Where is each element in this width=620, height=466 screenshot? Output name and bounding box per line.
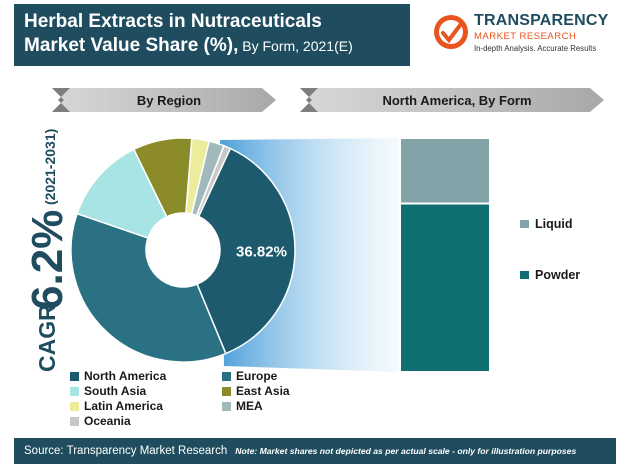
- donut-data-label-north-america: 36.82%: [236, 244, 287, 261]
- legend-label: South Asia: [84, 384, 147, 398]
- donut-chart: [70, 137, 296, 363]
- legend-label: Latin America: [84, 399, 163, 413]
- cagr-value: 6.2%: [23, 210, 72, 310]
- legend-swatch: [222, 371, 231, 381]
- cagr-panel: CAGR 6.2% (2021-2031): [2, 110, 74, 376]
- legend-label: MEA: [236, 399, 263, 413]
- legend-item-oceania: Oceania: [70, 414, 131, 428]
- chart-title-bold: Market Value Share (%),: [24, 35, 239, 56]
- title-banner: Herbal Extracts in Nutraceuticals Market…: [14, 4, 410, 66]
- legend-label: East Asia: [236, 384, 290, 398]
- legend-item-north-america: North America: [70, 369, 166, 383]
- legend-item-mea: MEA: [222, 399, 263, 413]
- logo-name: TRANSPARENCY: [474, 12, 609, 29]
- ribbon-by-region: [52, 88, 276, 112]
- legend-swatch: [222, 401, 231, 411]
- chart-title-line1: Herbal Extracts in Nutraceuticals: [24, 11, 322, 32]
- stack-segment-powder: [399, 202, 491, 373]
- legend-label: Europe: [236, 369, 278, 383]
- logo-mark-icon: [434, 15, 468, 49]
- brand-logo: TRANSPARENCY MARKET RESEARCH In-depth An…: [432, 10, 618, 58]
- legend-label: North America: [84, 369, 167, 383]
- ribbon-north-america-form: [300, 88, 604, 112]
- legend-label: Oceania: [84, 414, 131, 428]
- stack-title: North America, By Form: [382, 92, 532, 108]
- stack-legend-item-liquid: Liquid: [520, 217, 573, 231]
- legend-swatch: [222, 386, 231, 396]
- legend-item-east-asia: East Asia: [222, 384, 290, 398]
- legend-swatch: [70, 401, 79, 411]
- ribbon-label-region-box: By Region: [64, 88, 274, 112]
- legend-item-latin-america: Latin America: [70, 399, 163, 413]
- footer-source: Source: Transparency Market Research: [24, 445, 228, 457]
- stacked-bar: [399, 137, 491, 373]
- legend-label: Liquid: [535, 217, 573, 231]
- legend-swatch: [520, 271, 529, 279]
- legend-swatch: [70, 371, 79, 381]
- logo-subtitle: MARKET RESEARCH: [474, 31, 577, 42]
- footer-note: Note: Market shares not depicted as per …: [235, 446, 577, 456]
- ribbon-label-form-box: North America, By Form: [312, 88, 602, 112]
- stack-legend-item-powder: Powder: [520, 268, 580, 282]
- legend-swatch: [70, 416, 79, 426]
- legend-swatch: [70, 386, 79, 396]
- donut-slice-europe: [70, 212, 227, 363]
- donut-slice-north-america: [196, 147, 296, 355]
- logo-tagline: In-depth Analysis. Accurate Results: [474, 44, 597, 53]
- chart-title-suffix: By Form, 2021(E): [238, 38, 353, 54]
- donut-title: By Region: [136, 92, 202, 108]
- legend-swatch: [520, 220, 529, 228]
- chart-title-line2: Market Value Share (%), By Form, 2021(E): [24, 34, 400, 58]
- donut-slice-oceania: [195, 144, 232, 218]
- stack-segment-liquid: [399, 137, 491, 205]
- footer-bar: Source: Transparency Market Research Not…: [14, 438, 616, 464]
- legend-item-europe: Europe: [222, 369, 277, 383]
- cagr-period: (2021-2031): [42, 129, 58, 205]
- legend-item-south-asia: South Asia: [70, 384, 146, 398]
- legend-label: Powder: [535, 268, 581, 282]
- cagr-label: CAGR: [34, 304, 60, 372]
